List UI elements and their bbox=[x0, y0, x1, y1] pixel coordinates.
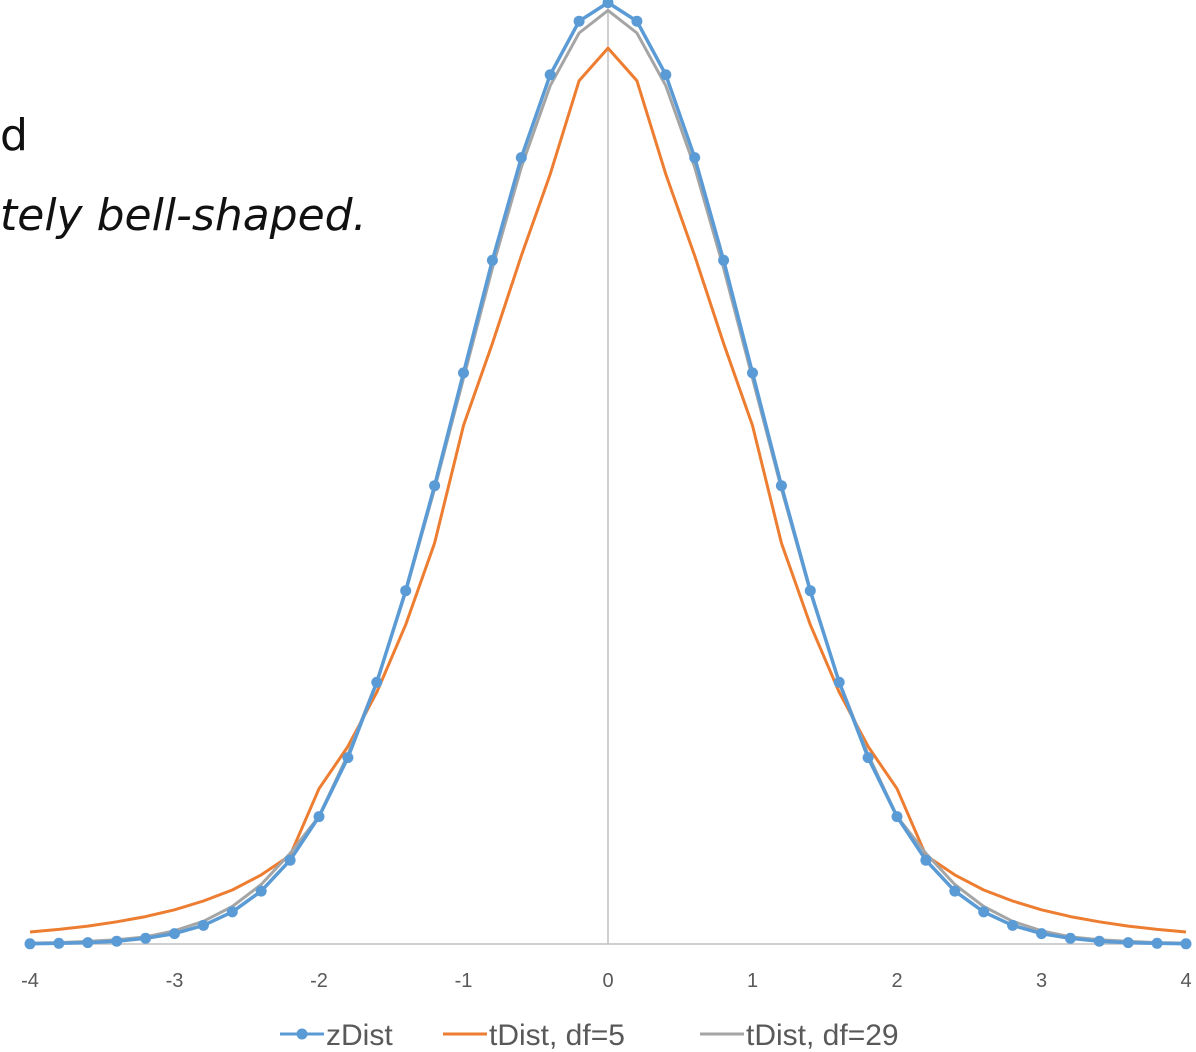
x-tick-label: -1 bbox=[455, 970, 473, 992]
series-0-point bbox=[82, 937, 94, 949]
series-0-point bbox=[429, 480, 441, 492]
series-0-point bbox=[169, 928, 180, 940]
series-0-point bbox=[949, 885, 961, 897]
series-0-point bbox=[371, 676, 383, 688]
series-0-point bbox=[862, 752, 874, 764]
series-0-point bbox=[660, 69, 672, 81]
series-0-point bbox=[1180, 938, 1192, 950]
legend-marker bbox=[296, 1028, 308, 1040]
slide-text-line-2: tely bell-shaped. bbox=[0, 190, 367, 241]
legend-item: tDist, df=29 bbox=[700, 1019, 899, 1052]
series-0-point bbox=[718, 254, 730, 266]
series-0-point bbox=[1151, 937, 1163, 949]
x-tick-label: -3 bbox=[166, 970, 184, 992]
series-0-point bbox=[978, 906, 990, 918]
x-tick-label: 4 bbox=[1180, 970, 1191, 992]
series-0-point bbox=[1064, 932, 1076, 944]
series-0-point bbox=[400, 585, 412, 597]
series-0-point bbox=[226, 906, 238, 918]
series-2-line bbox=[29, 8, 1187, 945]
series-0-point bbox=[515, 152, 527, 164]
series-0-point bbox=[747, 367, 758, 379]
series-0-point bbox=[197, 919, 209, 931]
series-0-point bbox=[313, 811, 325, 823]
series-0-point bbox=[804, 585, 816, 597]
series-0-point bbox=[1007, 919, 1019, 931]
x-tick-label: -2 bbox=[310, 970, 328, 992]
series-0-point bbox=[689, 152, 701, 164]
series-0-point bbox=[1122, 937, 1134, 949]
series-0-point bbox=[140, 932, 152, 944]
series-1-line bbox=[29, 46, 1187, 934]
x-tick-label: 1 bbox=[747, 970, 758, 992]
series-0-point bbox=[573, 15, 585, 27]
series-0-point bbox=[602, 0, 614, 9]
series-0-point bbox=[1036, 928, 1047, 940]
series-0-point bbox=[1093, 935, 1105, 947]
series-0-point bbox=[284, 854, 296, 866]
series-0-point bbox=[111, 935, 123, 947]
series-0-point bbox=[53, 937, 65, 949]
series-0-point bbox=[486, 254, 498, 266]
x-tick-label: 0 bbox=[602, 970, 613, 992]
x-tick-labels: -4 -3 -2 -1 0 1 2 3 4 bbox=[21, 970, 1191, 992]
legend-label: zDist bbox=[326, 1019, 393, 1052]
series-0-point bbox=[920, 854, 932, 866]
series-0-point bbox=[891, 811, 903, 823]
legend-label: tDist, df=5 bbox=[489, 1019, 625, 1052]
series-0-point bbox=[544, 69, 556, 81]
chart-legend: zDist tDist, df=5 tDist, df=29 bbox=[280, 1019, 899, 1052]
x-tick-label: 2 bbox=[891, 970, 902, 992]
series-0-point bbox=[458, 367, 469, 379]
x-tick-label: -4 bbox=[21, 970, 39, 992]
series-0-point bbox=[631, 15, 643, 27]
series-0-point bbox=[342, 752, 354, 764]
x-tick-label: 3 bbox=[1036, 970, 1047, 992]
series-layer bbox=[24, 0, 1192, 950]
series-0-point bbox=[255, 885, 267, 897]
legend-item: zDist bbox=[280, 1019, 393, 1052]
slide-text-line-1: d bbox=[0, 110, 28, 161]
series-0-point bbox=[833, 676, 845, 688]
legend-label: tDist, df=29 bbox=[746, 1019, 899, 1052]
series-0-point bbox=[24, 938, 36, 950]
legend-item: tDist, df=5 bbox=[443, 1019, 625, 1052]
series-0-point bbox=[775, 480, 787, 492]
